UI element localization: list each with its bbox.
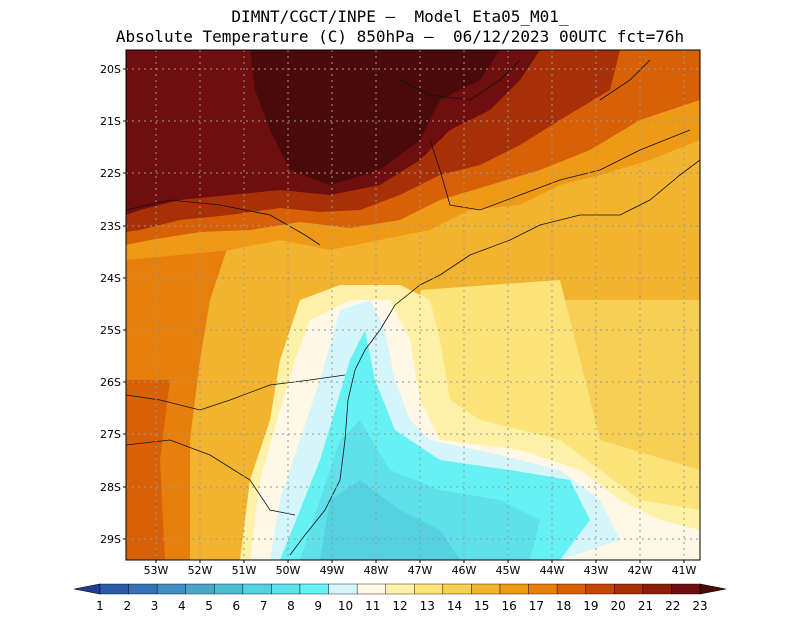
colorbar-label-11: 11	[365, 599, 380, 613]
colorbar-swatch	[356, 583, 386, 595]
lat-label-26s: 26S	[100, 376, 121, 389]
colorbar-swatch	[156, 583, 186, 595]
colorbar-label-2: 2	[123, 599, 131, 613]
colorbar-label-1: 1	[96, 599, 104, 613]
lon-label-45w: 45W	[496, 564, 521, 577]
colorbar-arrow-high	[699, 583, 727, 595]
colorbar-swatch	[614, 583, 644, 595]
colorbar-label-9: 9	[314, 599, 322, 613]
lon-label-47w: 47W	[408, 564, 433, 577]
colorbar-arrow-low	[73, 583, 101, 595]
colorbar-swatch	[271, 583, 301, 595]
lon-label-53w: 53W	[144, 564, 169, 577]
temperature-field	[126, 50, 700, 560]
colorbar-swatch	[214, 583, 244, 595]
colorbar-swatch	[528, 583, 558, 595]
colorbar-label-20: 20	[611, 599, 626, 613]
colorbar-label-16: 16	[501, 599, 516, 613]
colorbar-label-7: 7	[260, 599, 268, 613]
colorbar: 1 2 3 4 5 6 7 8 9 10 11 12 13 14 15 16 17 18 19 20 21 22 23	[73, 583, 727, 613]
lat-label-25s: 25S	[100, 324, 121, 337]
map-title-line-1: DIMNT/CGCT/INPE – Model Eta05_M01_	[231, 7, 569, 26]
lat-label-21s: 21S	[100, 115, 121, 128]
lon-label-44w: 44W	[540, 564, 565, 577]
map-title-line-2: Absolute Temperature (C) 850hPa – 06/12/…	[115, 27, 685, 46]
colorbar-swatch	[671, 583, 701, 595]
colorbar-label-6: 6	[233, 599, 241, 613]
lon-label-41w: 41W	[672, 564, 697, 577]
colorbar-label-18: 18	[556, 599, 571, 613]
colorbar-swatch	[242, 583, 272, 595]
lat-label-24s: 24S	[100, 272, 121, 285]
lat-label-22s: 22S	[100, 167, 121, 180]
colorbar-swatch	[499, 583, 529, 595]
lat-label-28s: 28S	[100, 481, 121, 494]
colorbar-swatch	[99, 583, 129, 595]
colorbar-label-23: 23	[692, 599, 707, 613]
lon-label-51w: 51W	[232, 564, 257, 577]
lon-label-49w: 49W	[320, 564, 345, 577]
colorbar-label-13: 13	[420, 599, 435, 613]
colorbar-label-10: 10	[338, 599, 353, 613]
lat-label-23s: 23S	[100, 220, 121, 233]
lon-label-43w: 43W	[584, 564, 609, 577]
lat-label-27s: 27S	[100, 428, 121, 441]
lat-label-29s: 29S	[100, 533, 121, 546]
colorbar-label-12: 12	[392, 599, 407, 613]
lat-label-20s: 20S	[100, 63, 121, 76]
lon-label-46w: 46W	[452, 564, 477, 577]
colorbar-label-14: 14	[447, 599, 462, 613]
colorbar-label-22: 22	[665, 599, 680, 613]
map-frame	[125, 49, 701, 561]
colorbar-label-5: 5	[205, 599, 213, 613]
colorbar-label-21: 21	[638, 599, 653, 613]
longitude-labels: 53W 52W 51W 50W 49W 48W 47W 46W 45W 44W 43W 42W 41W	[144, 560, 697, 577]
colorbar-swatch	[299, 583, 329, 595]
lon-label-50w: 50W	[276, 564, 301, 577]
colorbar-label-8: 8	[287, 599, 295, 613]
colorbar-swatch	[328, 583, 358, 595]
colorbar-swatch	[414, 583, 444, 595]
colorbar-swatch	[471, 583, 501, 595]
lon-label-52w: 52W	[188, 564, 213, 577]
coastline	[126, 59, 700, 556]
lon-label-42w: 42W	[628, 564, 653, 577]
colorbar-swatch	[442, 583, 472, 595]
colorbar-label-17: 17	[529, 599, 544, 613]
lon-label-48w: 48W	[364, 564, 389, 577]
colorbar-swatch	[556, 583, 586, 595]
colorbar-swatch	[585, 583, 615, 595]
graticule	[126, 50, 700, 560]
colorbar-swatch	[185, 583, 215, 595]
colorbar-swatch	[642, 583, 672, 595]
colorbar-swatch	[385, 583, 415, 595]
colorbar-swatch	[128, 583, 158, 595]
colorbar-label-3: 3	[151, 599, 159, 613]
latitude-labels: 20S 21S 22S 23S 24S 25S 26S 27S 28S 29S	[100, 63, 126, 546]
colorbar-label-4: 4	[178, 599, 186, 613]
colorbar-label-19: 19	[583, 599, 598, 613]
colorbar-label-15: 15	[474, 599, 489, 613]
